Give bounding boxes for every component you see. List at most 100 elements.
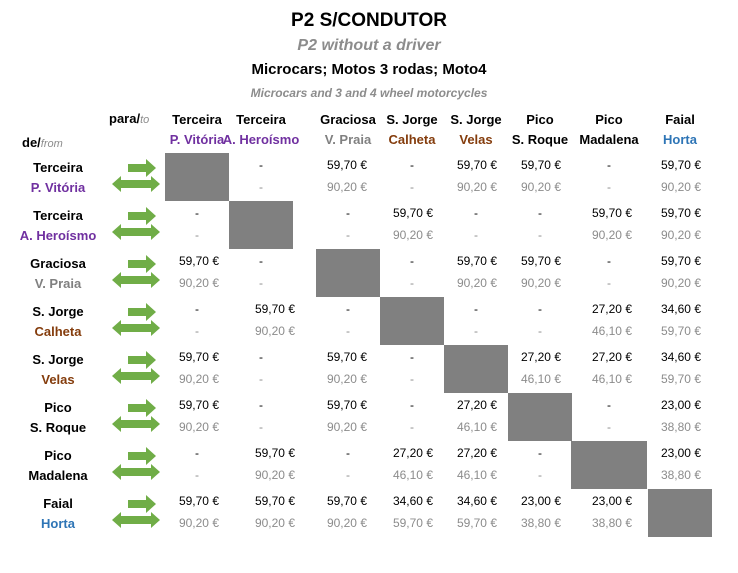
- fare-primary: 23,00 €: [520, 494, 561, 508]
- fare-secondary: 90,20 €: [326, 420, 367, 434]
- fare-primary: -: [259, 254, 263, 268]
- bidirectional-arrow-icon: [112, 255, 160, 288]
- fare-secondary: 46,10 €: [520, 372, 561, 386]
- fare-primary: 27,20 €: [591, 302, 632, 316]
- fare-primary: -: [195, 446, 199, 460]
- fare-primary: 59,70 €: [520, 158, 561, 172]
- fare-primary: 27,20 €: [456, 446, 497, 460]
- fare-secondary: 90,20 €: [520, 276, 561, 290]
- fare-primary: 59,70 €: [392, 206, 433, 220]
- row-header-island: Pico: [44, 448, 72, 463]
- fare-secondary: -: [259, 276, 263, 290]
- row-header-island: Pico: [44, 400, 72, 415]
- fare-primary: 23,00 €: [660, 446, 701, 460]
- fare-primary: -: [346, 206, 350, 220]
- fare-primary: 59,70 €: [520, 254, 561, 268]
- bidirectional-arrow-icon: [112, 303, 160, 336]
- double-arrow-icon: [112, 224, 160, 240]
- fare-secondary: 90,20 €: [254, 468, 295, 482]
- fare-primary: 27,20 €: [392, 446, 433, 460]
- fare-primary: -: [607, 158, 611, 172]
- fare-secondary: 59,70 €: [660, 372, 701, 386]
- bidirectional-arrow-icon: [112, 159, 160, 192]
- fare-secondary: -: [607, 420, 611, 434]
- right-arrow-icon: [128, 351, 156, 369]
- vehicle-types-english: Microcars and 3 and 4 wheel motorcycles: [250, 86, 488, 100]
- fare-secondary: 59,70 €: [456, 516, 497, 530]
- right-arrow-icon: [128, 303, 156, 321]
- right-arrow-icon: [128, 447, 156, 465]
- para-label: para/: [109, 111, 141, 126]
- fare-secondary: 38,80 €: [520, 516, 561, 530]
- fare-primary: 59,70 €: [254, 302, 295, 316]
- de-label: de/: [22, 135, 41, 150]
- fare-primary: -: [259, 398, 263, 412]
- fare-secondary: -: [410, 276, 414, 290]
- row-header-port: P. Vitória: [30, 180, 86, 195]
- right-arrow-icon: [128, 399, 156, 417]
- fare-primary: -: [538, 302, 542, 316]
- column-header-island: Pico: [595, 112, 623, 127]
- unavailable-cell: [648, 489, 712, 537]
- unavailable-cell: [316, 249, 380, 297]
- fare-primary: 59,70 €: [456, 158, 497, 172]
- fare-secondary: 90,20 €: [456, 276, 497, 290]
- fare-primary: -: [410, 158, 414, 172]
- double-arrow-icon: [112, 176, 160, 192]
- fare-primary: 59,70 €: [178, 254, 219, 268]
- fare-secondary: -: [346, 468, 350, 482]
- row-header-port: Calheta: [34, 324, 82, 339]
- fare-secondary: -: [538, 468, 542, 482]
- column-header-island: Pico: [526, 112, 554, 127]
- bidirectional-arrow-icon: [112, 351, 160, 384]
- double-arrow-icon: [112, 464, 160, 480]
- column-header-island: Graciosa: [320, 112, 376, 127]
- fare-secondary: 38,80 €: [660, 420, 701, 434]
- row-header-island: Terceira: [33, 208, 83, 223]
- column-header-island: S. Jorge: [450, 112, 502, 127]
- fare-secondary: 90,20 €: [660, 276, 701, 290]
- fare-primary: 59,70 €: [660, 254, 701, 268]
- fare-primary: -: [474, 206, 478, 220]
- fare-secondary: 46,10 €: [456, 420, 497, 434]
- fare-primary: -: [259, 158, 263, 172]
- fare-primary: -: [538, 446, 542, 460]
- fare-primary: 34,60 €: [660, 302, 701, 316]
- row-header-island: Faial: [43, 496, 73, 511]
- fare-primary: -: [259, 350, 263, 364]
- de-from-label: de/from: [22, 135, 63, 150]
- fare-secondary: -: [259, 420, 263, 434]
- column-header-port: Velas: [459, 132, 493, 147]
- fare-secondary: 59,70 €: [660, 324, 701, 338]
- fare-primary: -: [346, 302, 350, 316]
- fare-secondary: 90,20 €: [178, 516, 219, 530]
- fare-secondary: 46,10 €: [456, 468, 497, 482]
- fare-primary: 59,70 €: [178, 398, 219, 412]
- row-header-island: S. Jorge: [32, 304, 84, 319]
- fare-secondary: -: [410, 420, 414, 434]
- column-header-port: Madalena: [579, 132, 639, 147]
- fare-primary: -: [346, 446, 350, 460]
- column-header-port: Horta: [663, 132, 697, 147]
- page-subtitle: P2 without a driver: [297, 37, 441, 54]
- fare-secondary: 90,20 €: [178, 372, 219, 386]
- double-arrow-icon: [112, 416, 160, 432]
- row-header-port: Velas: [41, 372, 75, 387]
- double-arrow-icon: [112, 272, 160, 288]
- unavailable-cell: [380, 297, 444, 345]
- fare-secondary: -: [538, 324, 542, 338]
- fare-primary: 23,00 €: [660, 398, 701, 412]
- fare-secondary: -: [195, 324, 199, 338]
- fare-primary: -: [195, 302, 199, 316]
- fare-primary: 59,70 €: [178, 350, 219, 364]
- bidirectional-arrow-icon: [112, 399, 160, 432]
- fare-secondary: 46,10 €: [591, 324, 632, 338]
- fare-secondary: -: [410, 180, 414, 194]
- fare-secondary: -: [607, 180, 611, 194]
- fare-secondary: -: [346, 324, 350, 338]
- fare-primary: 34,60 €: [660, 350, 701, 364]
- to-label: to: [140, 114, 150, 126]
- fare-secondary: 90,20 €: [326, 516, 367, 530]
- fare-secondary: 90,20 €: [456, 180, 497, 194]
- fare-primary: 59,70 €: [456, 254, 497, 268]
